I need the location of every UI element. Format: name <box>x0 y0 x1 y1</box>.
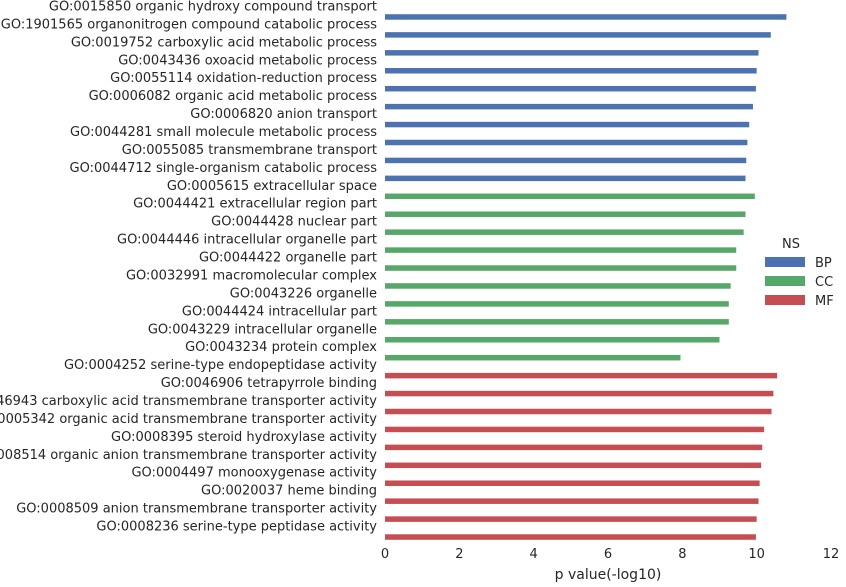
x-tick-label: 10 <box>748 547 765 562</box>
category-label: GO:0043436 oxoacid metabolic process <box>118 53 377 68</box>
bar-bp <box>385 32 771 38</box>
category-label: GO:0008236 serine-type peptidase activit… <box>96 520 377 535</box>
bar-cc <box>385 265 737 271</box>
bar-cc <box>385 283 731 289</box>
bar-bp <box>385 68 757 74</box>
category-label: GO:0005342 organic acid transmembrane tr… <box>0 412 377 427</box>
category-label: GO:0044424 intracellular part <box>182 304 377 319</box>
category-label: GO:0044421 extracellular region part <box>133 197 377 212</box>
bar-bp <box>385 139 748 146</box>
x-tick-label: 6 <box>604 547 612 562</box>
category-label: GO:0043226 organelle <box>230 286 377 301</box>
category-label: GO:0006082 organic acid metabolic proces… <box>89 89 378 104</box>
category-label: GO:0043229 intracellular organelle <box>148 322 377 337</box>
bar-mf <box>385 534 756 540</box>
bars <box>385 14 787 540</box>
category-label: GO:0019752 carboxylic acid metabolic pro… <box>71 35 377 50</box>
bar-cc <box>385 247 737 253</box>
bar-bp <box>385 121 750 128</box>
category-labels: GO:0015850 organic hydroxy compound tran… <box>0 0 377 535</box>
category-label: GO:0044422 organelle part <box>199 251 377 266</box>
legend-swatch-bp <box>765 257 805 267</box>
bar-bp <box>385 157 747 164</box>
legend-label-mf: MF <box>815 294 834 309</box>
legend: NS BP CC MF <box>765 237 834 309</box>
category-label: GO:0044428 nuclear part <box>211 215 377 230</box>
bar-cc <box>385 354 681 361</box>
bar-cc <box>385 319 729 325</box>
category-label: GO:0015850 organic hydroxy compound tran… <box>49 0 377 14</box>
legend-swatch-mf <box>765 295 805 305</box>
x-axis-title: p value(-log10) <box>555 567 662 583</box>
category-label: GO:0008509 anion transmembrane transport… <box>16 502 377 517</box>
bar-mf <box>385 426 765 433</box>
category-label: GO:0043234 protein complex <box>185 340 377 355</box>
x-tick-label: 2 <box>455 547 463 562</box>
category-label: GO:0008395 steroid hydroxylase activity <box>111 430 377 445</box>
category-label: GO:0044446 intracellular organelle part <box>117 233 377 248</box>
x-tick-label: 4 <box>530 547 538 562</box>
bar-cc <box>385 301 729 307</box>
bar-mf <box>385 516 757 522</box>
legend-label-cc: CC <box>815 275 833 290</box>
bar-cc <box>385 229 744 235</box>
category-label: GO:0008514 organic anion transmembrane t… <box>0 448 377 463</box>
category-label: GO:0020037 heme binding <box>201 484 377 499</box>
category-label: GO:0046943 carboxylic acid transmembrane… <box>0 394 377 409</box>
legend-title: NS <box>782 237 800 252</box>
bar-mf <box>385 390 774 397</box>
legend-swatch-cc <box>765 276 805 286</box>
legend-label-bp: BP <box>815 256 832 271</box>
x-tick-label: 12 <box>823 547 840 562</box>
category-label: GO:0004252 serine-type endopeptidase act… <box>64 358 377 373</box>
category-label: GO:0055085 transmembrane transport <box>122 143 377 158</box>
bar-bp <box>385 50 759 56</box>
category-label: GO:0055114 oxidation-reduction process <box>110 71 377 86</box>
bar-mf <box>385 444 763 451</box>
category-label: GO:1901565 organonitrogen compound catab… <box>1 17 377 32</box>
bar-bp <box>385 103 753 110</box>
bar-mf <box>385 462 762 469</box>
category-label: GO:0044712 single-organism catabolic pro… <box>70 161 378 176</box>
category-label: GO:0046906 tetrapyrrole binding <box>161 376 377 391</box>
bar-bp <box>385 85 756 92</box>
category-label: GO:0004497 monooxygenase activity <box>131 466 377 481</box>
bar-mf <box>385 372 778 379</box>
category-label: GO:0044281 small molecule metabolic proc… <box>70 125 377 140</box>
bar-cc <box>385 211 746 217</box>
bar-bp <box>385 14 787 20</box>
category-label: GO:0006820 anion transport <box>190 107 377 122</box>
bar-mf <box>385 480 760 486</box>
x-axis: 0 2 4 6 8 10 12 <box>381 547 839 562</box>
category-label: GO:0032991 macromolecular complex <box>126 268 377 283</box>
category-label: GO:0005615 extracellular space <box>167 179 377 194</box>
x-tick-label: 8 <box>678 547 686 562</box>
bar-cc <box>385 193 755 200</box>
bar-mf <box>385 498 759 504</box>
x-tick-label: 0 <box>381 547 389 562</box>
bar-bp <box>385 175 746 182</box>
bar-cc <box>385 337 720 343</box>
bar-mf <box>385 408 772 415</box>
